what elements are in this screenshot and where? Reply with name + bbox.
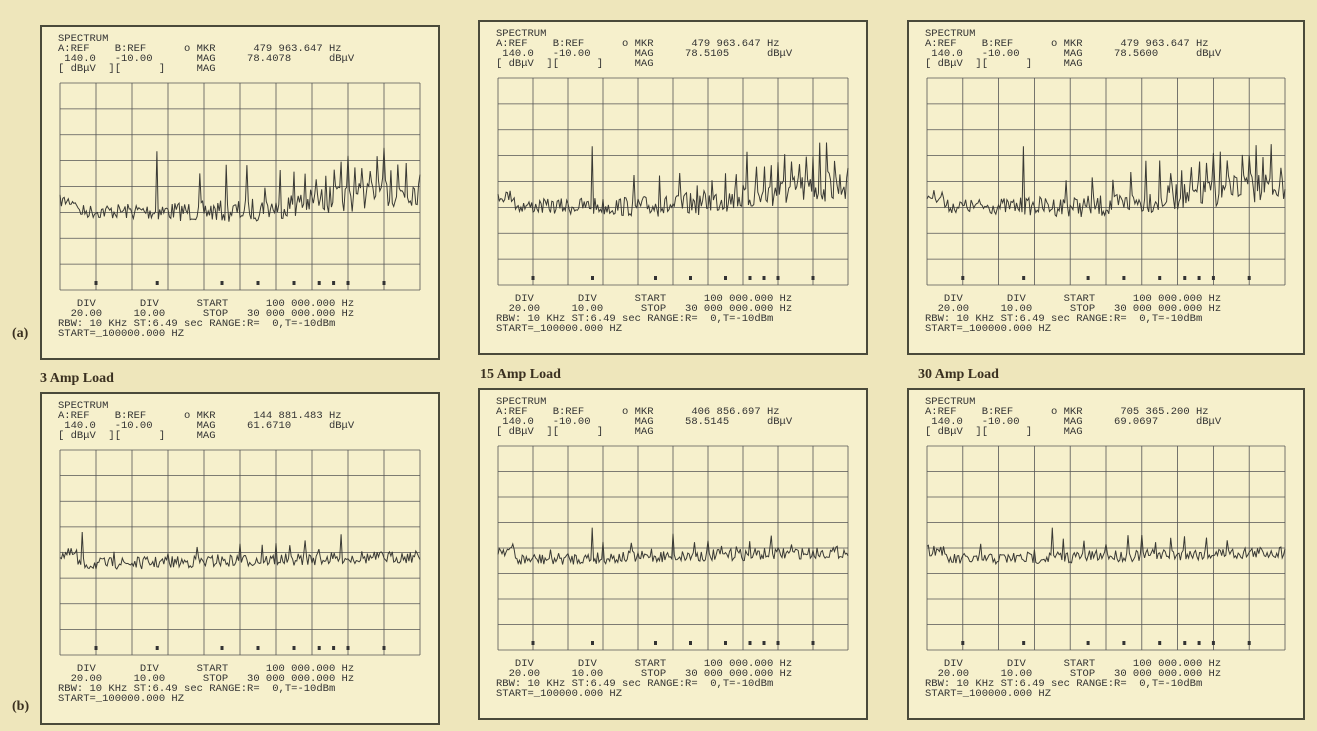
marker-tick [347,281,350,285]
marker-tick [812,641,815,645]
marker-tick [961,641,964,645]
marker-tick [318,646,321,650]
marker-tick [156,646,159,650]
marker-tick [689,276,692,280]
header-line: [ dBμV ][ ] MAG [496,58,654,70]
marker-tick [293,281,296,285]
marker-tick [724,276,727,280]
marker-tick [777,641,780,645]
marker-tick [777,276,780,280]
marker-tick [749,641,752,645]
footer-line: START=_100000.000 HZ [58,693,184,705]
figure-label: (a) [12,326,29,341]
marker-tick [591,276,594,280]
marker-tick [1248,641,1251,645]
marker-tick [383,646,386,650]
marker-tick [1087,641,1090,645]
marker-tick [1183,276,1186,280]
header-line: [ dBμV ][ ] MAG [496,426,654,438]
load-caption: 15 Amp Load [480,367,561,382]
page: 3 Amp Load 15 Amp Load 30 Amp Load SPECT… [0,0,1317,731]
marker-tick [1158,641,1161,645]
marker-tick [257,281,260,285]
marker-tick [763,641,766,645]
footer-line: START=_100000.000 HZ [496,688,622,700]
load-caption: 30 Amp Load [918,367,999,382]
marker-tick [1122,276,1125,280]
header-line: [ dBμV ][ ] MAG [58,63,216,75]
marker-tick [961,276,964,280]
marker-tick [383,281,386,285]
figure-label: (b) [12,699,29,714]
marker-tick [1158,276,1161,280]
marker-tick [293,646,296,650]
marker-tick [591,641,594,645]
marker-tick [318,281,321,285]
marker-tick [156,281,159,285]
marker-tick [654,276,657,280]
marker-tick [689,641,692,645]
marker-tick [1212,276,1215,280]
marker-tick [763,276,766,280]
marker-tick [1198,276,1201,280]
marker-tick [749,276,752,280]
marker-tick [347,646,350,650]
load-caption: 3 Amp Load [40,371,114,386]
marker-tick [654,641,657,645]
footer-line: START=_100000.000 HZ [58,328,184,340]
marker-tick [1183,641,1186,645]
marker-tick [1087,276,1090,280]
header-line: [ dBμV ][ ] MAG [925,58,1083,70]
header-line: [ dBμV ][ ] MAG [925,426,1083,438]
marker-tick [812,276,815,280]
footer-line: START=_100000.000 HZ [925,323,1051,335]
marker-tick [1022,641,1025,645]
footer-line: START=_100000.000 HZ [925,688,1051,700]
marker-tick [221,646,224,650]
marker-tick [1248,276,1251,280]
marker-tick [221,281,224,285]
marker-tick [95,281,98,285]
marker-tick [95,646,98,650]
marker-tick [724,641,727,645]
footer-line: START=_100000.000 HZ [496,323,622,335]
marker-tick [257,646,260,650]
marker-tick [1198,641,1201,645]
marker-tick [532,641,535,645]
marker-tick [332,281,335,285]
marker-tick [1122,641,1125,645]
marker-tick [332,646,335,650]
marker-tick [1212,641,1215,645]
header-line: [ dBμV ][ ] MAG [58,430,216,442]
marker-tick [1022,276,1025,280]
marker-tick [532,276,535,280]
